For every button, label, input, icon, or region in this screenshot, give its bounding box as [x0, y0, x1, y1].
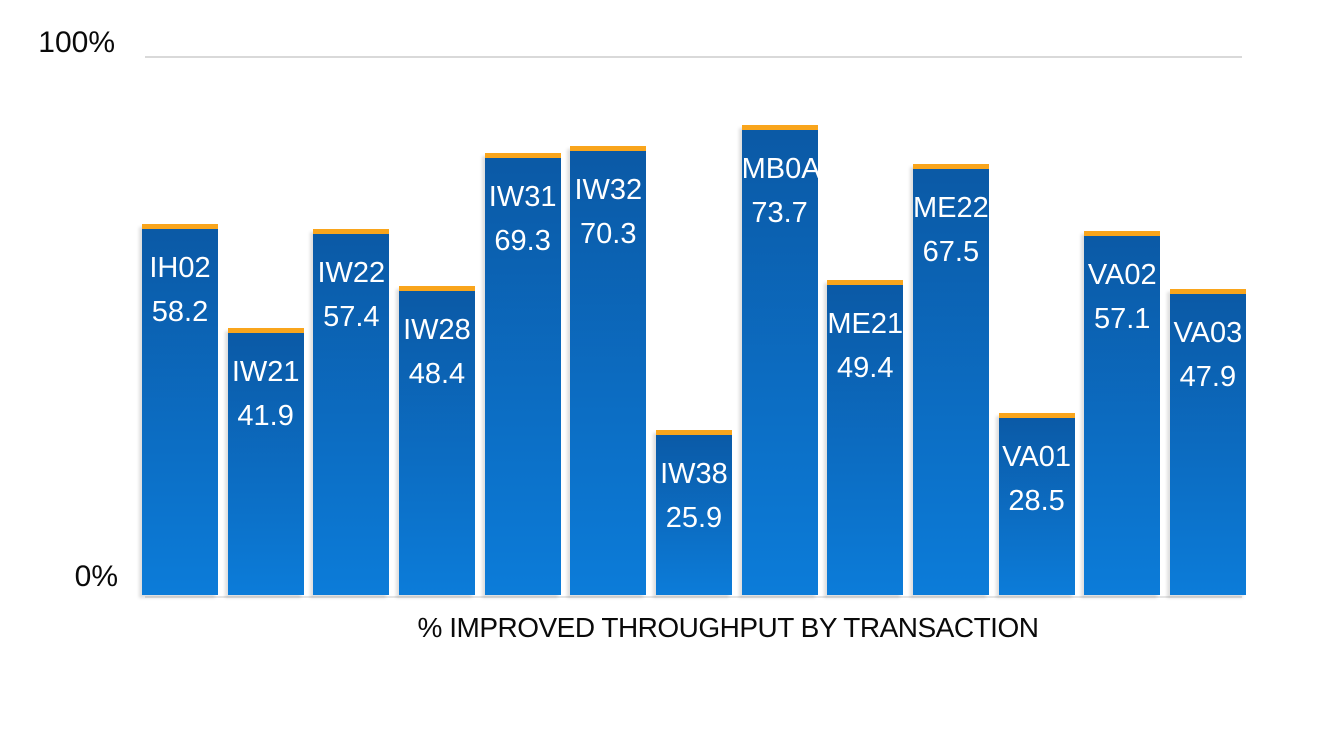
bar-label: IW38 — [660, 458, 728, 490]
bar-iw32: IW32 70.3 — [570, 146, 647, 595]
bar-cap — [998, 413, 1075, 418]
bar-cap — [741, 125, 818, 130]
bar-label: IW21 — [231, 356, 300, 388]
bar-label: VA01 — [1002, 441, 1071, 473]
bar-cap — [142, 224, 218, 229]
bar-iw21: IW21 41.9 — [227, 328, 304, 595]
bar-label: IW31 — [488, 181, 557, 213]
bar-value: 73.7 — [751, 197, 808, 229]
bar-cap — [655, 430, 732, 435]
bar-label: IW22 — [317, 257, 386, 289]
gridline-0-percent — [145, 596, 1242, 598]
y-axis-tick-0: 0% — [74, 560, 118, 593]
bar-label: ME22 — [913, 192, 989, 224]
bar-value: 47.9 — [1179, 361, 1237, 393]
bar-va01: VA01 28.5 — [998, 413, 1075, 595]
bar-value: 57.1 — [1093, 303, 1151, 335]
bar-value: 48.4 — [408, 358, 466, 390]
bar-va03: VA03 47.9 — [1169, 289, 1246, 595]
bar-value: 57.4 — [323, 301, 380, 333]
bar-cap — [1084, 231, 1161, 236]
bar-iw31: IW31 69.3 — [484, 153, 561, 595]
bar-cap — [827, 280, 904, 285]
bar-value: 58.2 — [151, 296, 209, 328]
bar-label: IW28 — [403, 314, 471, 346]
gridline-100-percent — [145, 56, 1242, 58]
bar-iw38: IW38 25.9 — [655, 430, 732, 595]
bar-value: 70.3 — [580, 218, 637, 250]
bar-value: 41.9 — [237, 400, 294, 432]
bar-mb0a: MB0A 73.7 — [741, 125, 821, 595]
bar-iw28: IW28 48.4 — [398, 286, 475, 595]
bar-cap — [398, 286, 475, 291]
bar-me21: ME21 49.4 — [827, 280, 904, 595]
bar-label: MB0A — [741, 153, 821, 185]
bar-cap — [912, 164, 989, 169]
bars-container: IH02 58.2 IW21 41.9 IW22 57.4 IW28 48.4 IW31 69.3… — [142, 57, 1246, 595]
bar-label: IW32 — [574, 174, 643, 206]
y-axis-tick-100: 100% — [38, 26, 115, 59]
bar-value: 69.3 — [494, 225, 551, 257]
bar-cap — [227, 328, 304, 333]
bar-value: 28.5 — [1008, 485, 1065, 517]
bar-value: 49.4 — [837, 352, 894, 384]
bar-value: 25.9 — [665, 502, 723, 534]
bar-ih02: IH02 58.2 — [142, 224, 218, 595]
bar-cap — [570, 146, 647, 151]
bar-cap — [313, 229, 390, 234]
bar-label: VA03 — [1173, 317, 1243, 349]
bar-va02: VA02 57.1 — [1084, 231, 1161, 595]
bar-value: 67.5 — [922, 236, 980, 268]
bar-label: IH02 — [149, 252, 211, 284]
bar-me22: ME22 67.5 — [912, 164, 989, 595]
bar-cap — [484, 153, 561, 158]
bar-label: ME21 — [827, 308, 904, 340]
bar-cap — [1169, 289, 1246, 294]
bar-iw22: IW22 57.4 — [313, 229, 390, 595]
bar-label: VA02 — [1087, 259, 1157, 291]
chart-title: % IMPROVED THROUGHPUT BY TRANSACTION — [417, 612, 1039, 643]
